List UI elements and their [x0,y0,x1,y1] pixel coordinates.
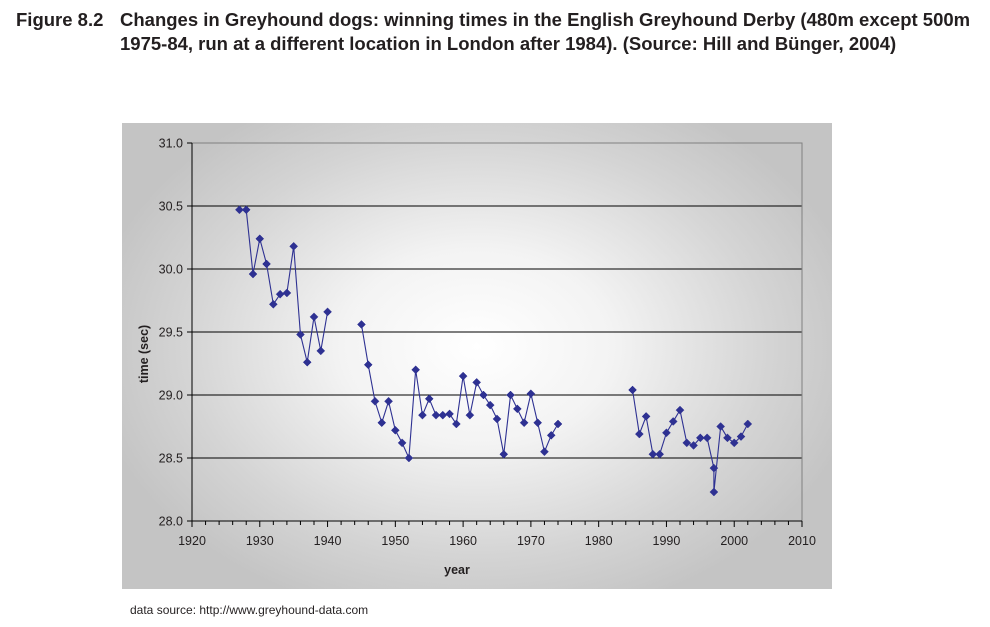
series-line-segment [360,324,559,459]
data-point [682,438,692,448]
figure-label: Figure 8.2 [16,9,104,30]
data-point [296,330,305,339]
x-tick-label: 1960 [449,534,477,548]
data-point [445,409,454,419]
x-tick-label: 1940 [314,534,342,548]
data-point [370,396,380,406]
data-point [499,449,509,459]
data-point [709,487,719,497]
data-point [248,269,258,279]
data-point [458,371,468,381]
data-point [736,432,746,441]
x-tick-label: 1980 [585,534,613,548]
data-point [519,418,529,428]
data-point [533,418,543,428]
x-tick-label: 1970 [517,534,545,548]
data-point [424,394,434,404]
data-point [262,259,271,269]
data-point [363,360,373,370]
data-point [438,410,448,420]
data-point [357,320,366,329]
x-tick-label: 2010 [788,534,816,548]
data-point [235,205,244,215]
y-tick-label: 30.0 [159,263,183,277]
data-point [716,422,726,431]
data-point [702,433,712,443]
chart-panel: 28.0 28.5 29.0 29.5 30.0 30.5 31.0 1920 1930 1940… [122,123,832,589]
figure-caption: Figure 8.2 Changes in Greyhound dogs: wi… [16,8,981,56]
data-point [397,438,407,448]
data-point [492,414,502,424]
x-tick-label: 1930 [246,534,274,548]
series-line-segment [239,209,329,363]
data-point [668,417,678,426]
data-point [255,234,265,244]
data-point [323,307,332,317]
data-point [634,429,644,439]
x-tick-label: 1990 [653,534,681,548]
data-point [743,419,753,429]
x-tick-label: 2000 [720,534,748,548]
data-point [302,357,312,367]
data-point [309,312,319,322]
y-axis-title: time (sec) [137,325,151,383]
data-point [648,449,658,459]
data-point [723,433,732,443]
x-axis-title: year [444,563,470,577]
data-point [695,433,705,443]
data-point [709,463,719,473]
data-point [472,378,482,387]
line-chart: 28.0 28.5 29.0 29.5 30.0 30.5 31.0 1920 1930 1940… [137,137,816,578]
data-point [506,390,515,400]
data-point [411,365,421,375]
data-point [404,453,414,463]
data-point [451,419,461,429]
data-point [628,385,637,395]
y-tick-label: 30.5 [159,200,183,214]
data-point [485,400,495,410]
series-line-segment [632,389,749,493]
data-point [384,396,393,406]
y-tick-label: 29.0 [159,389,183,403]
data-point [465,410,475,420]
y-tick-label: 28.0 [159,515,183,529]
data-source-note: data source: http://www.greyhound-data.c… [130,603,369,617]
data-point [282,288,292,298]
data-point [540,447,549,457]
data-point [418,410,427,420]
y-tick-label: 29.5 [159,326,183,340]
data-point [241,205,251,215]
x-tick-label: 1950 [381,534,409,548]
data-point [675,405,685,415]
figure-title: Changes in Greyhound dogs: winning times… [120,9,971,54]
y-tick-label: 31.0 [159,137,183,151]
data-point [289,241,299,251]
data-point [689,441,698,450]
data-point [662,428,671,438]
data-point [655,449,665,459]
data-point [390,425,400,435]
x-tick-label: 1920 [178,534,206,548]
data-point [479,390,488,400]
data-point [553,419,563,429]
data-point [431,410,441,420]
y-tick-label: 28.5 [159,452,183,466]
data-point [526,389,536,399]
data-point [546,430,556,440]
data-point [268,299,278,309]
data-point [377,418,387,428]
data-point [729,438,739,448]
data-point [512,404,522,414]
data-point [316,346,326,356]
data-point [275,289,285,299]
data-point [641,412,651,421]
